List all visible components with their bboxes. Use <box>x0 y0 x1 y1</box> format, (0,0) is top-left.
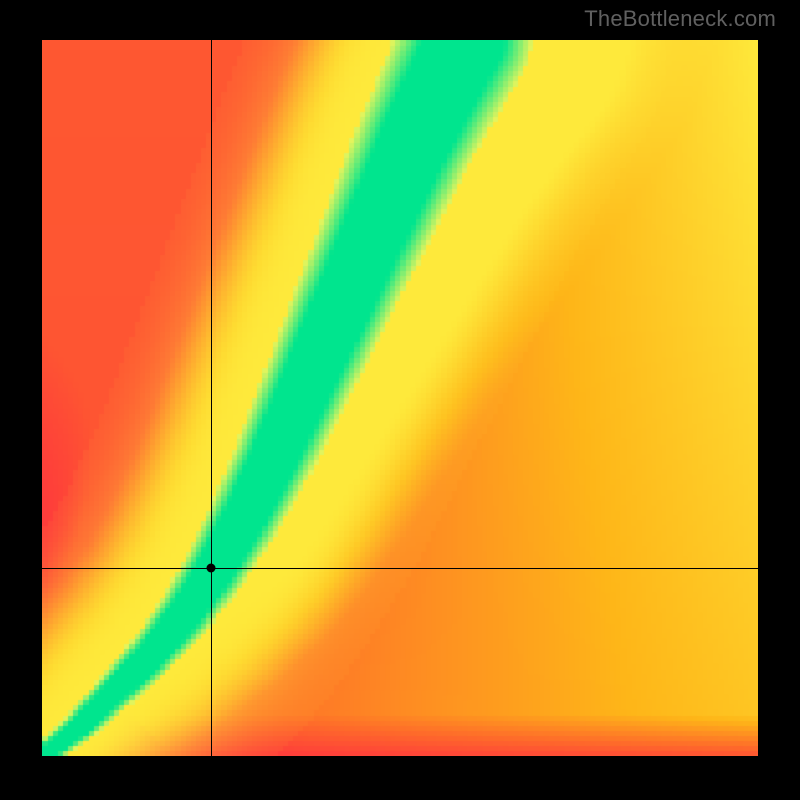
heatmap-canvas <box>42 40 758 756</box>
crosshair-vertical <box>211 40 212 756</box>
crosshair-horizontal <box>42 568 758 569</box>
plot-area <box>42 40 758 756</box>
watermark-text: TheBottleneck.com <box>584 6 776 32</box>
crosshair-marker <box>206 563 215 572</box>
